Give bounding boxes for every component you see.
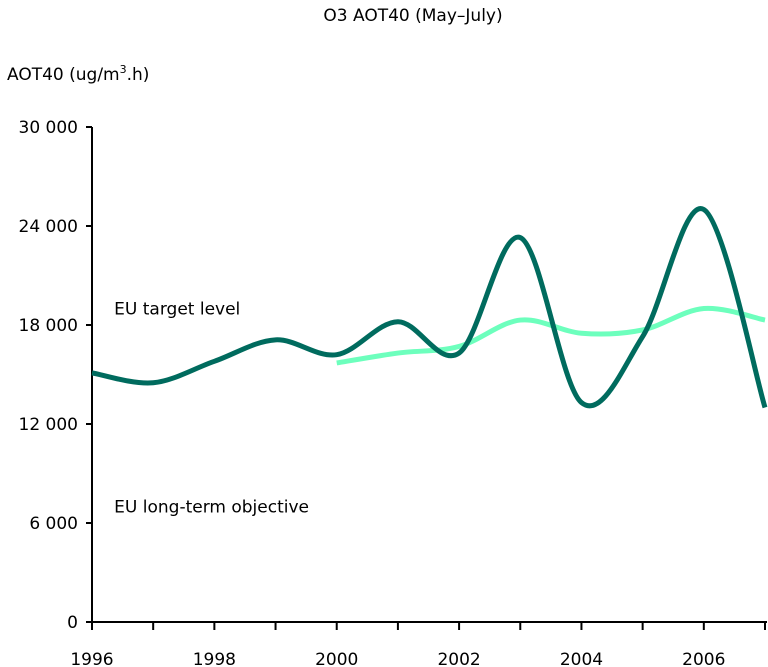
- y-axis-label: AOT40 (ug/m3.h): [7, 63, 149, 85]
- y-tick-label: 18 000: [19, 316, 78, 336]
- annotation-label: EU long-term objective: [114, 498, 309, 518]
- x-tick-label: 2000: [315, 650, 358, 667]
- chart-title: O3 AOT40 (May–July): [323, 6, 502, 26]
- y-tick-label: 0: [67, 613, 78, 633]
- y-tick-label: 12 000: [19, 415, 78, 435]
- axes: 0 6 000 12 000 18 000 24 000 30 000 1996 1998 20…: [19, 118, 767, 667]
- y-axis-label-superscript: 3: [120, 63, 127, 76]
- x-tick-label: 2002: [437, 650, 480, 667]
- y-axis-label-main: AOT40 (ug/m: [7, 65, 120, 85]
- y-tick-label: 24 000: [19, 217, 78, 237]
- x-tick-label: 2006: [682, 650, 725, 667]
- y-axis-label-tail: .h): [127, 65, 150, 85]
- annotation-label: EU target level: [114, 300, 240, 320]
- annotations: EU target level EU long-term objective: [114, 300, 309, 518]
- series-lines: [91, 206, 768, 409]
- x-tick-label: 1996: [70, 650, 113, 667]
- y-tick-label: 6 000: [29, 514, 78, 534]
- series-line-aot40-observed: [91, 206, 768, 409]
- x-tick-label: 2004: [560, 650, 603, 667]
- y-tick-label: 30 000: [19, 118, 78, 138]
- x-tick-label: 1998: [193, 650, 236, 667]
